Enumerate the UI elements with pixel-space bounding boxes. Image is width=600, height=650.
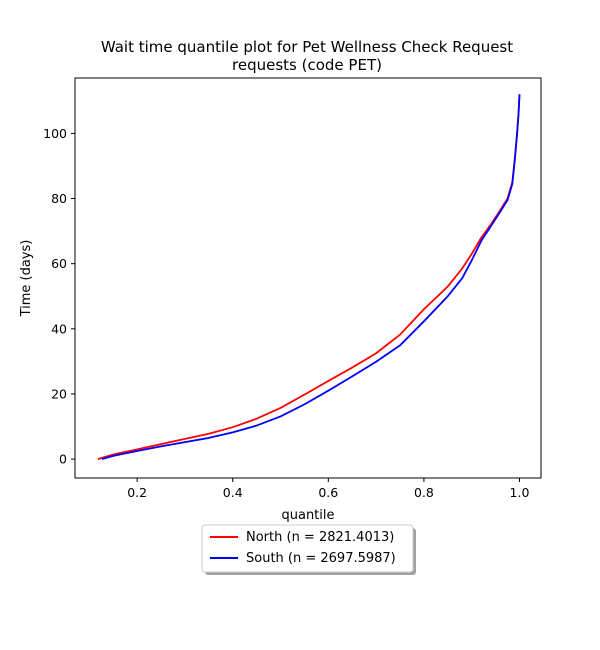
y-axis-label: Time (days) xyxy=(19,240,34,318)
x-axis-ticks: 0.2 0.4 0.6 0.8 1.0 xyxy=(127,478,529,500)
plot-area-frame xyxy=(74,77,542,479)
x-tick-label: 1.0 xyxy=(510,485,530,500)
series-layer xyxy=(97,94,521,460)
y-tick-label: 40 xyxy=(51,321,67,336)
chart-title-line-1: Wait time quantile plot for Pet Wellness… xyxy=(101,38,513,56)
legend-label-south: South (n = 2697.5987) xyxy=(246,551,396,566)
legend-box xyxy=(201,524,414,573)
legend: North (n = 2821.4013) South (n = 2697.59… xyxy=(201,524,416,575)
chart-title-line-2: requests (code PET) xyxy=(232,56,382,74)
series-line-north xyxy=(97,94,521,460)
y-tick-label: 60 xyxy=(51,256,67,271)
x-tick-label: 0.8 xyxy=(414,485,434,500)
x-tick-label: 0.6 xyxy=(318,485,338,500)
legend-label-north: North (n = 2821.4013) xyxy=(246,530,394,545)
series-line-south xyxy=(101,94,521,460)
x-axis-label: quantile xyxy=(281,508,334,523)
y-tick-label: 0 xyxy=(59,452,67,467)
y-tick-label: 20 xyxy=(51,386,67,401)
y-tick-label: 100 xyxy=(43,126,67,141)
x-tick-label: 0.4 xyxy=(223,485,243,500)
y-tick-label: 80 xyxy=(51,191,67,206)
y-axis-ticks: 0 20 40 60 80 100 xyxy=(43,126,75,467)
x-tick-label: 0.2 xyxy=(127,485,147,500)
